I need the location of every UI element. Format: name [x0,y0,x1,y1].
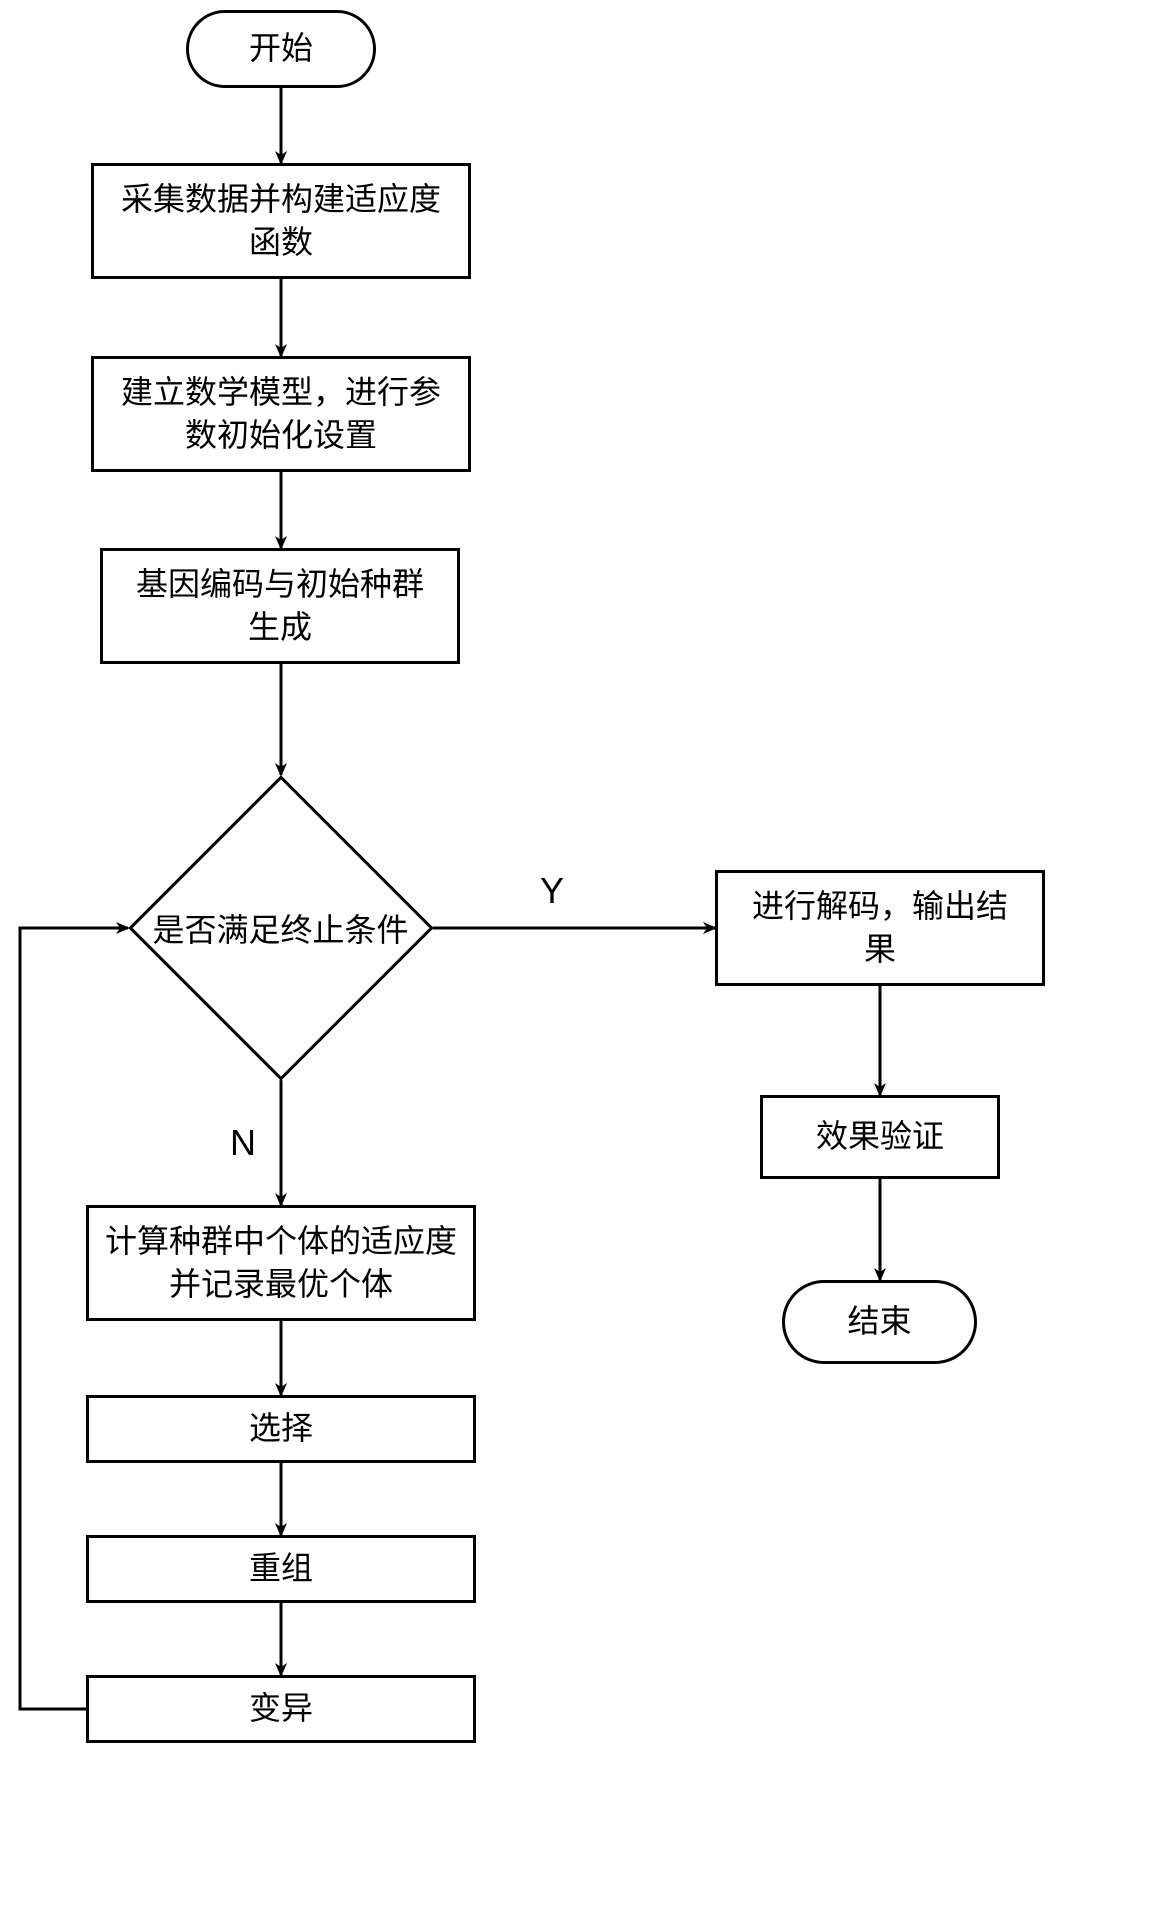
decode-label: 进行解码，输出结果 [748,885,1012,971]
no-branch-label: N [230,1122,256,1164]
step1-process: 采集数据并构建适应度函数 [91,163,471,279]
step6-process: 重组 [86,1535,476,1603]
step3-process: 基因编码与初始种群生成 [100,548,460,664]
verify-process: 效果验证 [760,1095,1000,1179]
start-terminator: 开始 [186,10,376,88]
step2-process: 建立数学模型，进行参数初始化设置 [91,356,471,472]
decision-label: 是否满足终止条件 [152,905,408,951]
step4-label: 计算种群中个体的适应度并记录最优个体 [99,1220,463,1306]
flowchart-canvas: 开始 采集数据并构建适应度函数 建立数学模型，进行参数初始化设置 基因编码与初始… [0,0,1156,1905]
step3-label: 基因编码与初始种群生成 [123,563,437,649]
end-label: 结束 [847,1300,911,1343]
start-label: 开始 [249,27,313,70]
decision-node: 是否满足终止条件 [128,775,433,1080]
step7-label: 变异 [249,1687,313,1730]
step5-process: 选择 [86,1395,476,1463]
verify-label: 效果验证 [816,1115,944,1158]
step6-label: 重组 [249,1547,313,1590]
step4-process: 计算种群中个体的适应度并记录最优个体 [86,1205,476,1321]
step1-label: 采集数据并构建适应度函数 [114,178,448,264]
step7-process: 变异 [86,1675,476,1743]
step5-label: 选择 [249,1407,313,1450]
step2-label: 建立数学模型，进行参数初始化设置 [114,371,448,457]
end-terminator: 结束 [782,1280,977,1364]
decode-process: 进行解码，输出结果 [715,870,1045,986]
yes-branch-label: Y [540,870,564,912]
